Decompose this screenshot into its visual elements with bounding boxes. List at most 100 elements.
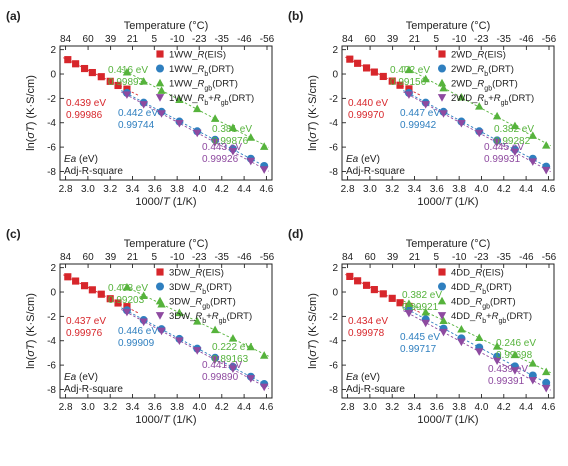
top-axis-title: Temperature (°C) bbox=[124, 238, 208, 250]
ea-annotation: 0.382 eV bbox=[402, 290, 442, 301]
data-point bbox=[228, 365, 238, 373]
data-point bbox=[541, 141, 551, 149]
data-point bbox=[122, 282, 132, 291]
adj-r2-annotation: 0.99970 bbox=[348, 110, 385, 121]
top-tick-label: -23 bbox=[474, 252, 489, 263]
data-point bbox=[404, 91, 414, 99]
top-tick-label: -46 bbox=[237, 34, 252, 45]
data-point bbox=[388, 77, 396, 85]
adj-r2-annotation: 0.99976 bbox=[66, 328, 103, 339]
top-tick-label: -56 bbox=[542, 252, 557, 263]
x-tick-label: 3.4 bbox=[408, 402, 422, 413]
data-point bbox=[64, 273, 72, 281]
y-axis-title: ln(σT) (K·S/cm) bbox=[307, 293, 319, 369]
data-point bbox=[106, 77, 114, 85]
top-tick-label: -35 bbox=[214, 34, 229, 45]
adj-r2-annotation: 0.99926 bbox=[202, 154, 239, 165]
x-tick-label: 2.8 bbox=[59, 402, 73, 413]
legend-marker bbox=[438, 64, 446, 73]
data-point bbox=[362, 281, 371, 289]
x-tick-label: 4.2 bbox=[497, 402, 511, 413]
x-tick-label: 3.0 bbox=[363, 402, 377, 413]
top-tick-label: 21 bbox=[409, 34, 421, 45]
legend-label: 3DW_Rb+Rgb(DRT) bbox=[169, 311, 252, 325]
ea-annotation: 0.446 eV bbox=[118, 326, 158, 337]
top-tick-label: 60 bbox=[83, 34, 95, 45]
data-point bbox=[210, 356, 220, 364]
y-tick-label: -6 bbox=[329, 143, 338, 154]
x-tick-label: 3.6 bbox=[430, 184, 444, 195]
adj-r2-annotation: 0.99893 bbox=[108, 77, 145, 88]
top-tick-label: 84 bbox=[342, 252, 354, 263]
top-tick-label: -10 bbox=[452, 252, 467, 263]
top-tick-label: -56 bbox=[260, 252, 275, 263]
panel-label: (a) bbox=[6, 9, 21, 23]
x-tick-label: 3.4 bbox=[126, 184, 140, 195]
data-point bbox=[475, 333, 484, 342]
data-point bbox=[421, 319, 430, 328]
series-rb bbox=[404, 305, 551, 387]
data-point bbox=[193, 347, 202, 355]
data-point bbox=[259, 166, 269, 174]
data-point bbox=[439, 83, 448, 92]
data-point bbox=[475, 129, 484, 138]
top-tick-label: -10 bbox=[170, 34, 185, 45]
legend-label: 3DW_Rb(DRT) bbox=[169, 282, 232, 296]
x-tick-label: 3.2 bbox=[385, 184, 399, 195]
ea-annotation: 0.222 eV bbox=[212, 342, 252, 353]
data-point bbox=[439, 328, 448, 337]
data-point bbox=[541, 384, 551, 393]
y-axis-title: ln(σT) (K·S/cm) bbox=[25, 293, 37, 369]
legend-marker bbox=[156, 268, 164, 276]
top-axis-title: Temperature (°C) bbox=[124, 20, 208, 32]
x-tick-label: 4.0 bbox=[475, 184, 489, 195]
legend-marker bbox=[438, 268, 446, 276]
legend-label: 2WD_Rb(DRT) bbox=[451, 64, 514, 78]
plot-frame bbox=[59, 45, 273, 181]
data-point bbox=[122, 91, 132, 99]
top-tick-label: 21 bbox=[127, 34, 139, 45]
series-sum bbox=[404, 91, 551, 175]
legend-label: 3DW_Rgb(DRT) bbox=[169, 297, 236, 311]
data-point bbox=[139, 77, 148, 85]
legend-label: 1WW_Rb+Rgb(DRT) bbox=[169, 93, 254, 107]
x-tick-label: 4.4 bbox=[519, 184, 533, 195]
y-tick-label: -8 bbox=[47, 167, 56, 178]
top-tick-label: 60 bbox=[365, 34, 377, 45]
top-tick-label: -46 bbox=[237, 252, 252, 263]
top-tick-label: -10 bbox=[170, 252, 185, 263]
top-tick-label: 84 bbox=[60, 252, 72, 263]
data-point bbox=[457, 92, 466, 101]
x-tick-label: 3.4 bbox=[126, 402, 140, 413]
legend-marker bbox=[156, 282, 164, 291]
adj-r2-annotation: 0.99931 bbox=[484, 154, 521, 165]
data-point bbox=[157, 86, 166, 94]
data-point bbox=[362, 64, 371, 72]
data-point bbox=[97, 73, 105, 81]
data-point bbox=[492, 138, 502, 147]
ea-annotation: 0.439 eV bbox=[66, 98, 106, 109]
x-tick-label: 3.2 bbox=[103, 184, 117, 195]
y-axis-title: ln(σT) (K·S/cm) bbox=[307, 75, 319, 151]
x-tick-label: 3.0 bbox=[81, 402, 95, 413]
ea-annotation: 0.445 eV bbox=[484, 142, 524, 153]
adj-key-label: Adj-R-square bbox=[346, 384, 405, 395]
y-tick-label: -4 bbox=[329, 336, 338, 347]
data-point bbox=[193, 129, 202, 138]
data-point bbox=[114, 299, 122, 307]
data-point bbox=[259, 351, 269, 359]
x-tick-label: 4.6 bbox=[541, 184, 555, 195]
legend-marker bbox=[155, 312, 165, 320]
data-point bbox=[475, 102, 484, 110]
legend-marker bbox=[156, 50, 164, 58]
x-tick-label: 4.6 bbox=[259, 184, 273, 195]
adj-key-label: Adj-R-square bbox=[64, 166, 123, 177]
data-point bbox=[97, 290, 105, 298]
series-rgb bbox=[404, 299, 551, 376]
data-point bbox=[157, 110, 166, 118]
top-tick-label: 39 bbox=[387, 34, 399, 45]
legend-marker bbox=[437, 312, 447, 320]
x-tick-label: 4.2 bbox=[215, 402, 229, 413]
top-tick-label: -23 bbox=[474, 34, 489, 45]
data-point bbox=[175, 95, 184, 103]
